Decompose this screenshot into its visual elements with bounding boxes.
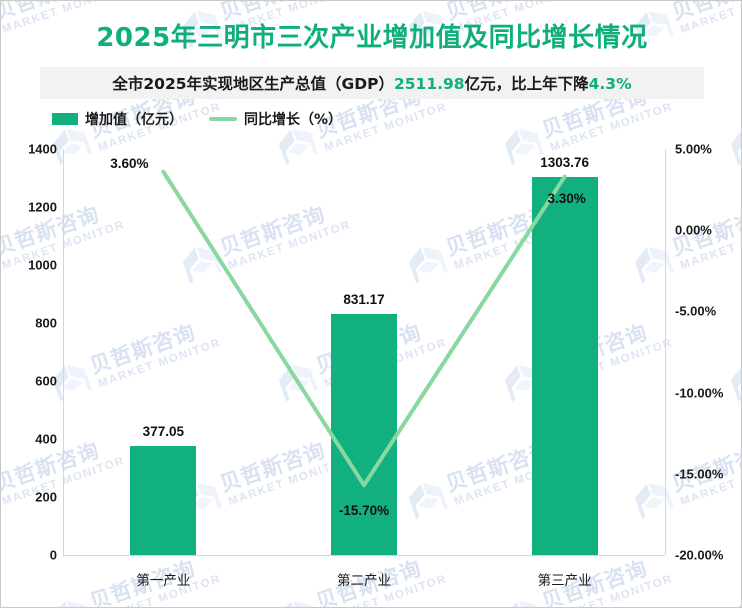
subtitle-band: 全市2025年实现地区生产总值（GDP）2511.98亿元，比上年下降4.3% xyxy=(40,67,704,99)
x-axis-tick-label: 第一产业 xyxy=(136,573,191,589)
y-axis-left-tick-label: 600 xyxy=(35,373,57,389)
watermark-logo-icon xyxy=(502,596,547,607)
y-axis-left-tick-label: 0 xyxy=(49,547,57,563)
subtitle-middle: 亿元，比上年下降 xyxy=(464,75,589,93)
y-axis-left-tick-label: 1000 xyxy=(28,257,57,273)
bar-value-label: 377.05 xyxy=(142,423,184,439)
legend-item-bar[interactable]: 增加值（亿元） xyxy=(52,109,183,129)
watermark-logo-icon xyxy=(50,596,95,607)
y-axis-right-tick-label: -15.00% xyxy=(675,466,724,482)
watermark-logo-icon xyxy=(276,596,321,607)
y-axis-left-tick-label: 800 xyxy=(35,315,57,331)
bar[interactable] xyxy=(331,313,397,555)
watermark-logo-icon xyxy=(728,596,741,607)
watermark-logo-icon xyxy=(728,124,741,173)
y-axis-right-tick-label: 0.00% xyxy=(675,222,712,238)
y-axis-left-tick-label: 200 xyxy=(35,489,57,505)
subtitle-text: 全市2025年实现地区生产总值（GDP）2511.98亿元，比上年下降4.3% xyxy=(112,72,631,94)
line-value-label: 3.60% xyxy=(110,155,149,171)
y-axis-left-tick-label: 400 xyxy=(35,431,57,447)
growth-line-svg xyxy=(161,169,567,488)
y-axis-right-tick-label: -10.00% xyxy=(675,385,724,401)
line-value-label: 3.30% xyxy=(547,190,586,206)
bar-value-label: 831.17 xyxy=(343,291,385,307)
watermark-en-text: MARKET MONITOR xyxy=(548,100,675,155)
plot-area xyxy=(63,149,665,555)
y-axis-left-tick-label: 1200 xyxy=(28,199,57,215)
legend-item-line[interactable]: 同比增长（%） xyxy=(209,109,342,129)
legend-bar-label: 增加值（亿元） xyxy=(85,112,183,128)
x-axis-baseline xyxy=(63,555,665,556)
y-axis-right-tick-label: -5.00% xyxy=(675,303,717,319)
growth-line xyxy=(161,169,567,488)
x-axis-tick-label: 第三产业 xyxy=(537,573,592,589)
bar-value-label: 1303.76 xyxy=(540,154,590,170)
y-axis-right-tick-label: 5.00% xyxy=(675,141,712,157)
legend-line-label: 同比增长（%） xyxy=(244,112,343,128)
right-axis-line xyxy=(665,149,666,555)
watermark-logo-icon xyxy=(728,360,741,409)
chart-title: 2025年三明市三次产业增加值及同比增长情况 xyxy=(96,23,648,53)
y-axis-left-tick-label: 1400 xyxy=(28,141,57,157)
legend-line-swatch-icon xyxy=(209,117,237,121)
subtitle-gdp-value: 2511.98 xyxy=(393,75,465,93)
legend-bar-swatch-icon xyxy=(52,113,78,125)
chart-legend: 增加值（亿元） 同比增长（%） xyxy=(52,108,342,130)
watermark-en-text: MARKET MONITOR xyxy=(678,454,742,509)
line-value-label: -15.70% xyxy=(338,503,390,519)
subtitle-prefix: 全市2025年实现地区生产总值（GDP） xyxy=(112,75,394,93)
left-axis-line xyxy=(63,149,64,555)
subtitle-growth-rate: 4.3% xyxy=(588,75,632,93)
x-axis-tick-label: 第二产业 xyxy=(337,573,391,589)
y-axis-right-tick-label: -20.00% xyxy=(675,547,724,563)
